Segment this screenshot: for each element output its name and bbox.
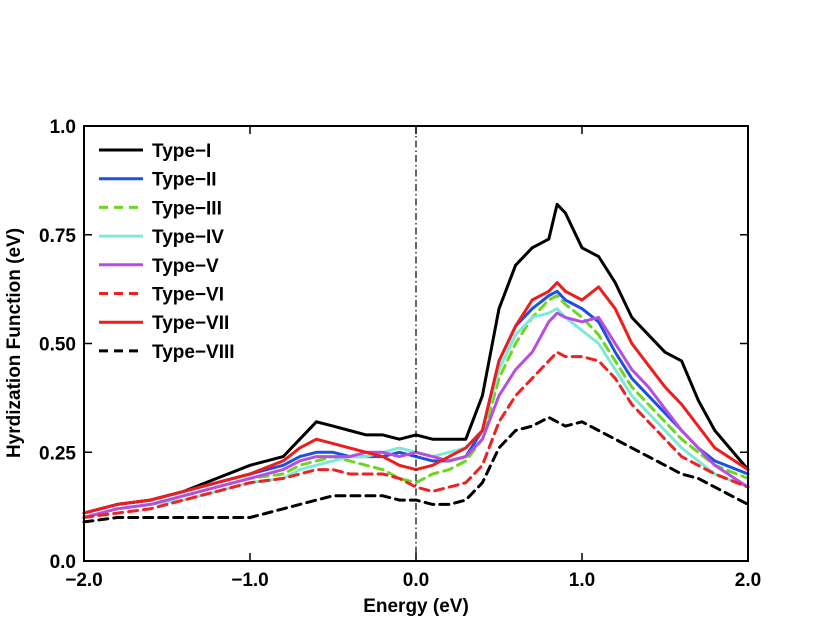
series-line-6 (82, 350, 750, 519)
y-tick-label: 1.0 (50, 117, 76, 138)
y-tick-label: 0.25 (39, 443, 76, 464)
series-line-1 (82, 202, 750, 515)
legend-label-2: Type−II (152, 170, 217, 191)
legend-label-7: Type−VII (152, 313, 229, 334)
series-line-7 (82, 281, 750, 515)
series-line-3 (82, 294, 750, 519)
legend-label-6: Type−VI (152, 285, 224, 306)
legend-label-1: Type−I (152, 141, 211, 162)
series-line-8 (82, 415, 750, 524)
legend-label-3: Type−III (152, 198, 222, 219)
x-tick-label: −2.0 (65, 570, 103, 591)
x-tick-label: −1.0 (231, 570, 269, 591)
series-line-5 (82, 311, 750, 519)
x-axis-label: Energy (eV) (363, 596, 469, 617)
legend: Type−I Type−II Type−III Type−IV Type−V Type−V… (99, 141, 235, 363)
y-axis-label: Hyrdization Function (eV) (4, 228, 25, 458)
x-tick-label: 0.0 (403, 570, 429, 591)
legend-label-5: Type−V (152, 256, 219, 277)
axes-layer: −2.0 −1.0 0.0 1.0 2.0 0.0 0.25 0.50 0.75 1.0 (39, 117, 761, 591)
legend-label-4: Type−IV (152, 227, 224, 248)
y-tick-label: 0.75 (39, 226, 76, 247)
y-tick-label: 0.50 (39, 335, 76, 356)
legend-label-8: Type−VIII (152, 342, 235, 363)
x-tick-label: 2.0 (735, 570, 761, 591)
series-layer (82, 202, 750, 524)
x-tick-label: 1.0 (569, 570, 595, 591)
y-tick-label: 0.0 (50, 552, 76, 573)
